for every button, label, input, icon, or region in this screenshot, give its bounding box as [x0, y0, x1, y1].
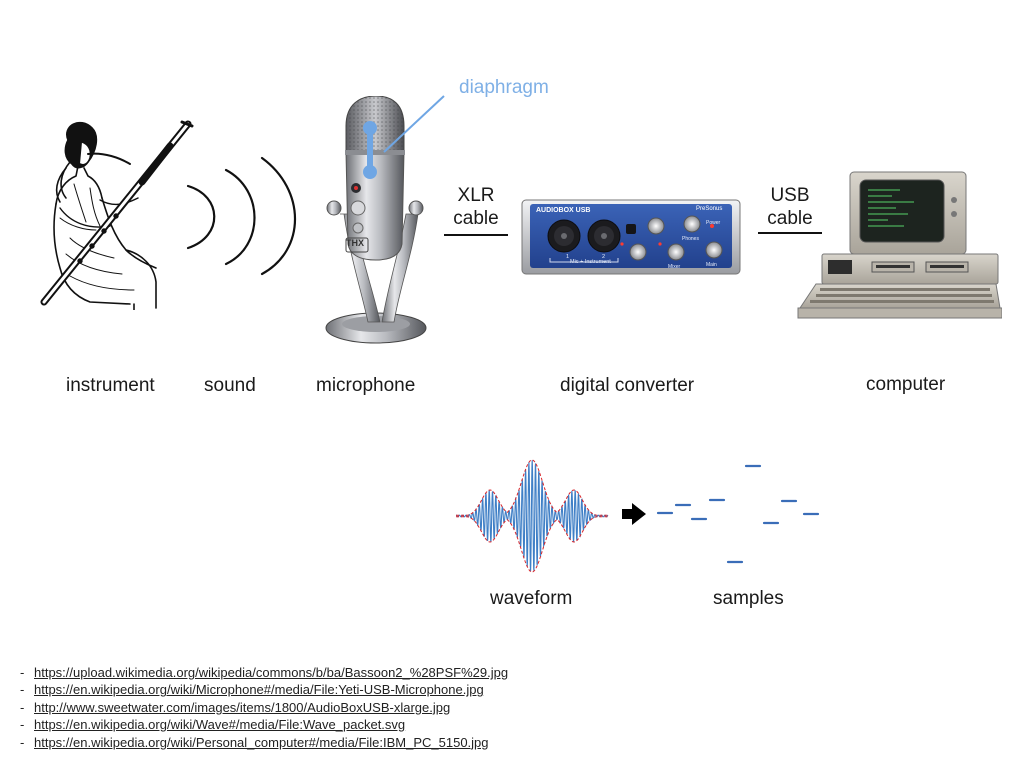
- reference-list: https://upload.wikimedia.org/wikipedia/c…: [20, 664, 508, 751]
- xlr-cable-label: XLR cable: [446, 185, 506, 231]
- reference-item: https://en.wikipedia.org/wiki/Personal_c…: [20, 734, 508, 752]
- usb-cable-label: USB cable: [760, 185, 820, 231]
- mixer-knob: [667, 243, 685, 261]
- converter-maker-text: PreSonus: [696, 206, 723, 212]
- diaphragm-top-dot: [363, 121, 377, 135]
- phones-knob: [683, 215, 701, 233]
- microphone-label: microphone: [316, 375, 416, 396]
- reference-item: https://en.wikipedia.org/wiki/Wave#/medi…: [20, 716, 508, 734]
- reference-item: https://upload.wikimedia.org/wikipedia/c…: [20, 664, 509, 682]
- sound-waves-icon: [186, 156, 296, 276]
- reference-link[interactable]: https://en.wikipedia.org/wiki/Microphone…: [34, 682, 484, 698]
- mic-badge-text: THX: [346, 238, 364, 248]
- sound-label: sound: [204, 375, 256, 396]
- computer-label: computer: [866, 374, 946, 395]
- usb-label-line2: cable: [767, 207, 813, 229]
- usb-cable-line: [758, 232, 822, 234]
- waveform-envelope-bottom: [456, 516, 608, 573]
- diaphragm-indicator: [363, 95, 445, 179]
- right-arrow-icon: [622, 503, 646, 525]
- xlr-label-line2: cable: [453, 207, 499, 229]
- waveform-illustration: [455, 459, 609, 573]
- diaphragm-pointer-line: [383, 95, 445, 153]
- bassoon-player-illustration: [40, 120, 194, 310]
- reference-link[interactable]: https://upload.wikimedia.org/wikipedia/c…: [34, 665, 509, 680]
- converter-main-text: Main: [706, 262, 717, 268]
- digital-converter-label: digital converter: [560, 375, 695, 396]
- converter-brand-text: AUDIOBOX USB: [536, 207, 591, 214]
- xlr-cable-line: [444, 234, 508, 236]
- converter-inputs-caption: Mic + Instrument: [570, 259, 611, 265]
- reference-item: http://www.sweetwater.com/images/items/1…: [20, 699, 508, 717]
- main-knob: [705, 241, 723, 259]
- reference-link[interactable]: https://en.wikipedia.org/wiki/Personal_c…: [34, 734, 489, 750]
- reference-link[interactable]: https://en.wikipedia.org/wiki/Wave#/medi…: [34, 717, 406, 733]
- converter-mixer-text: Mixer: [668, 264, 681, 270]
- usb-label-line1: USB: [770, 185, 810, 206]
- reference-link[interactable]: http://www.sweetwater.com/images/items/1…: [34, 699, 451, 715]
- diaphragm-bottom-dot: [363, 165, 377, 179]
- waveform-label: waveform: [490, 588, 573, 609]
- gain-knob-2: [629, 243, 647, 261]
- diaphragm-label: diaphragm: [459, 77, 549, 98]
- samples-illustration: [656, 464, 820, 564]
- reference-item: https://en.wikipedia.org/wiki/Microphone…: [20, 681, 508, 699]
- power-led: [710, 224, 714, 228]
- converter-power-text: Power: [706, 220, 721, 226]
- converter-ch1-text: 1: [566, 254, 570, 260]
- gain-knob-1: [647, 217, 665, 235]
- converter-ch2-text: 2: [602, 254, 606, 260]
- waveform-oscillation: [455, 460, 609, 572]
- audiobox-interface-illustration: [521, 199, 741, 275]
- samples-label: samples: [713, 588, 784, 609]
- converter-phones-text: Phones: [682, 236, 699, 242]
- instrument-label: instrument: [66, 375, 155, 396]
- ibm-pc-illustration: [797, 171, 1002, 319]
- xlr-label-line1: XLR: [457, 185, 495, 206]
- waveform-envelope-top: [456, 459, 608, 516]
